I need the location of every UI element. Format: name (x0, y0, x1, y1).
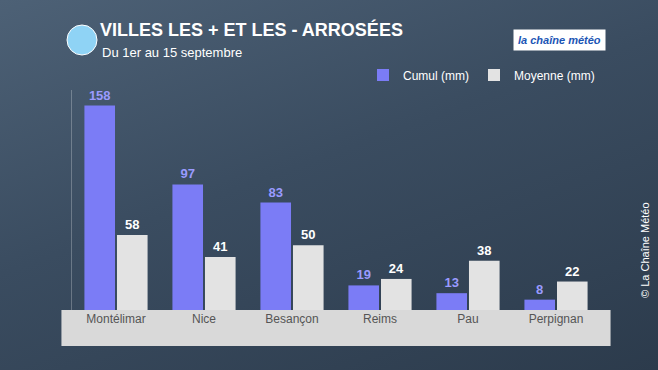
svg-text:13: 13 (444, 275, 458, 290)
svg-text:22: 22 (565, 264, 579, 279)
svg-text:41: 41 (213, 239, 227, 254)
svg-text:58: 58 (125, 217, 139, 232)
svg-text:97: 97 (180, 166, 194, 181)
svg-text:Besançon: Besançon (265, 312, 318, 326)
svg-text:Reims: Reims (363, 312, 397, 326)
svg-text:19: 19 (356, 267, 370, 282)
svg-text:158: 158 (89, 88, 111, 103)
svg-text:83: 83 (268, 185, 282, 200)
svg-text:VILLES LES + ET LES - ARROSÉES: VILLES LES + ET LES - ARROSÉES (100, 19, 403, 40)
svg-text:Cumul (mm): Cumul (mm) (403, 69, 469, 83)
svg-text:Nice: Nice (192, 312, 216, 326)
svg-text:38: 38 (477, 243, 491, 258)
svg-text:24: 24 (389, 261, 404, 276)
svg-text:Moyenne (mm): Moyenne (mm) (514, 69, 595, 83)
svg-text:8: 8 (536, 282, 543, 297)
svg-text:Perpignan: Perpignan (529, 312, 584, 326)
svg-text:50: 50 (301, 227, 315, 242)
svg-text:Du 1er au 15 septembre: Du 1er au 15 septembre (102, 45, 242, 60)
svg-text:Pau: Pau (457, 312, 478, 326)
svg-text:Montélimar: Montélimar (86, 312, 145, 326)
svg-text:© La Chaîne Météo: © La Chaîne Météo (639, 202, 651, 298)
svg-text:la chaîne météo: la chaîne météo (518, 34, 601, 46)
